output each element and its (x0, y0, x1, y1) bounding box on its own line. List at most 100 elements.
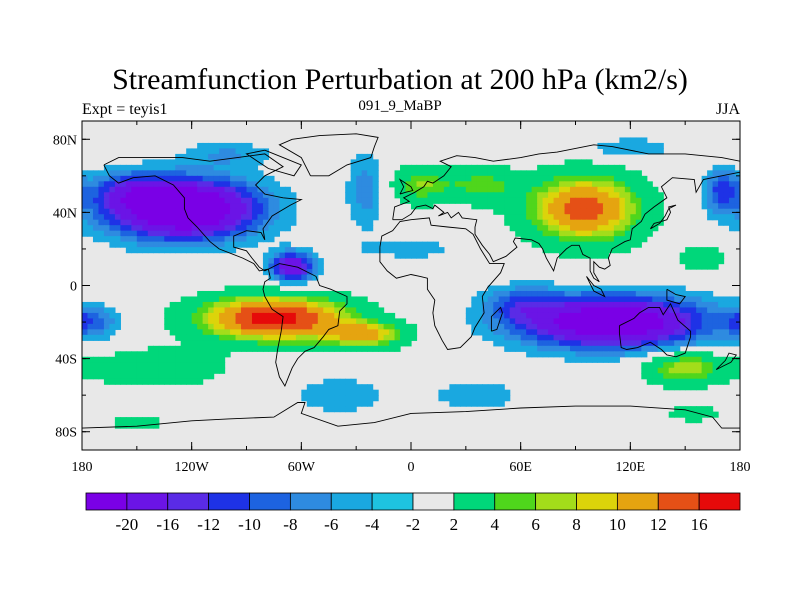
field-cell (197, 203, 204, 210)
field-cell (608, 230, 615, 237)
field-cell (619, 307, 626, 314)
field-cell (553, 241, 560, 248)
field-cell (646, 378, 653, 385)
field-cell (718, 296, 725, 303)
field-cell (378, 318, 385, 325)
field-cell (575, 192, 582, 199)
field-cell (679, 290, 686, 298)
field-cell (531, 241, 538, 248)
field-cell (191, 230, 198, 237)
field-cell (482, 323, 489, 330)
field-cell (400, 329, 407, 336)
field-cell (427, 164, 434, 171)
field-cell (367, 241, 374, 248)
field-cell (109, 192, 116, 199)
field-cell (674, 334, 681, 341)
field-cell (235, 323, 242, 330)
field-cell (411, 175, 418, 182)
field-cell (449, 197, 456, 204)
field-cell (657, 329, 664, 336)
field-cell (219, 181, 226, 188)
field-cell (487, 301, 494, 309)
field-cell (531, 181, 538, 188)
field-cell (718, 252, 725, 259)
field-cell (197, 351, 204, 358)
field-cell (542, 175, 549, 182)
field-cell (202, 334, 209, 341)
field-cell (427, 197, 434, 204)
field-cell (679, 312, 686, 319)
field-cell (279, 323, 286, 330)
field-cell (515, 280, 522, 287)
field-cell (262, 290, 270, 298)
field-cell (564, 214, 571, 221)
field-cell (624, 230, 631, 237)
field-cell (613, 318, 620, 325)
field-cell (734, 356, 740, 363)
field-cell (668, 378, 675, 385)
field-cell (701, 378, 708, 385)
field-cell (548, 230, 555, 237)
field-cell (241, 241, 248, 248)
field-cell (389, 334, 396, 341)
field-cell (515, 197, 522, 204)
field-cell (460, 400, 467, 407)
field-cell (202, 323, 209, 330)
field-cell (657, 362, 664, 369)
field-cell (421, 164, 429, 171)
field-cell (246, 301, 253, 309)
field-cell (103, 225, 111, 232)
field-cell (82, 192, 89, 199)
field-cell (460, 384, 467, 391)
field-cell (241, 329, 248, 336)
field-cell (668, 373, 675, 380)
field-cell (361, 214, 368, 221)
field-cell (284, 247, 291, 254)
field-cell (208, 362, 215, 369)
field-cell (180, 323, 187, 330)
field-cell (191, 186, 198, 193)
field-cell (284, 214, 291, 221)
field-cell (586, 181, 593, 188)
coastline (379, 217, 505, 350)
field-cell (197, 153, 204, 160)
field-cell (531, 329, 538, 336)
field-cell (153, 214, 160, 221)
field-cell (268, 247, 275, 254)
field-cell (175, 356, 182, 363)
field-cell (279, 301, 286, 309)
field-cell (230, 340, 237, 347)
field-cell (416, 164, 423, 171)
field-cell (482, 318, 489, 325)
field-cell (114, 170, 121, 177)
field-cell (718, 356, 725, 363)
field-cell (147, 203, 154, 210)
field-cell (241, 186, 248, 193)
field-cell (246, 323, 253, 330)
field-cell (224, 203, 231, 210)
field-cell (537, 301, 544, 309)
field-cell (219, 153, 226, 160)
field-cell (350, 186, 357, 193)
field-cell (482, 175, 489, 182)
field-cell (290, 247, 297, 254)
field-cell (586, 345, 593, 352)
field-cell (180, 345, 187, 352)
field-cell (224, 241, 231, 248)
field-cell (487, 175, 494, 182)
field-cell (580, 334, 588, 341)
field-cell (224, 148, 231, 155)
field-cell (114, 312, 121, 319)
field-cell (273, 186, 280, 193)
field-cell (125, 186, 132, 193)
field-cell (619, 148, 626, 155)
field-cell (630, 142, 637, 150)
field-cell (383, 323, 390, 330)
field-cell (443, 164, 450, 171)
field-cell (120, 203, 127, 210)
field-cell (718, 334, 725, 341)
field-cell (559, 334, 566, 341)
field-cell (613, 230, 620, 237)
field-cell (597, 175, 604, 182)
field-cell (575, 252, 582, 259)
